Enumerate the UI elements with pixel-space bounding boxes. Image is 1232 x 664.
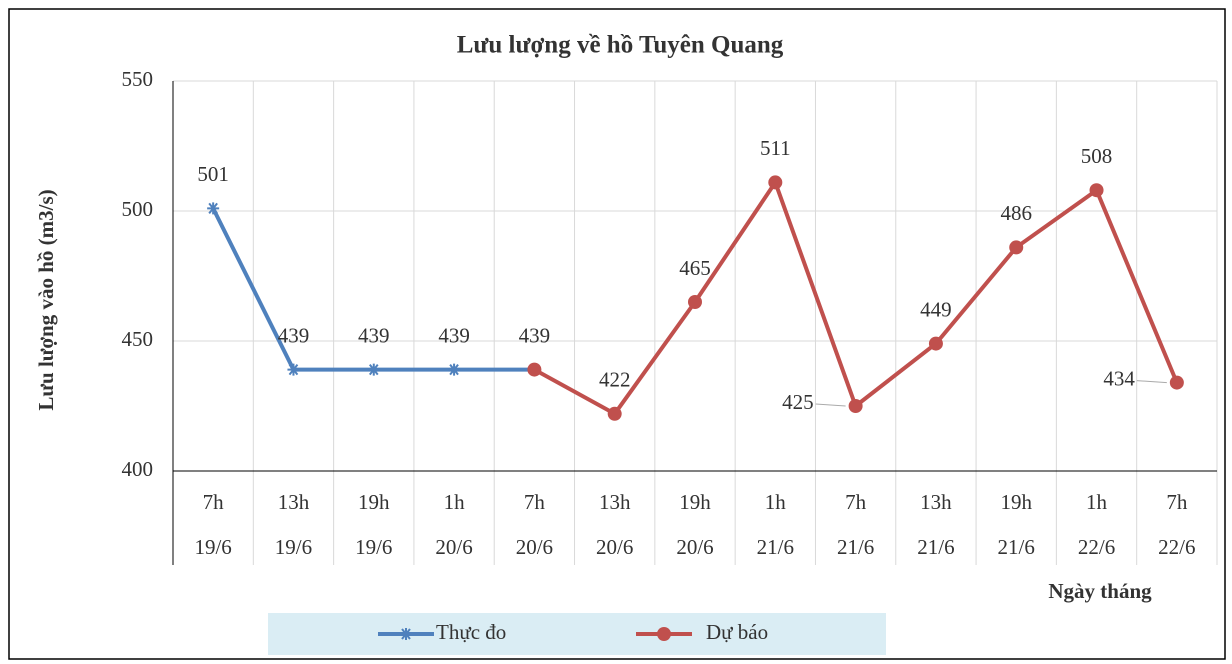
x-tick-label: 1h — [765, 490, 787, 514]
legend-box — [268, 613, 886, 655]
x-tick-label: 19/6 — [275, 535, 312, 559]
x-tick-label: 7h — [524, 490, 546, 514]
data-label: 511 — [760, 136, 791, 160]
data-label: 449 — [920, 297, 952, 321]
point — [287, 363, 300, 376]
x-tick-label: 22/6 — [1158, 535, 1195, 559]
x-tick-label: 21/6 — [757, 535, 794, 559]
y-tick-label: 550 — [122, 67, 154, 91]
data-label: 439 — [278, 323, 310, 347]
data-label: 508 — [1081, 144, 1113, 168]
x-tick-label: 20/6 — [676, 535, 713, 559]
data-label: 439 — [358, 323, 390, 347]
point — [448, 363, 461, 376]
legend-marker — [657, 627, 671, 641]
point — [527, 362, 542, 377]
point — [607, 406, 622, 421]
x-tick-label: 13h — [599, 490, 631, 514]
x-axis-label: Ngày tháng — [1048, 579, 1152, 603]
point — [1089, 183, 1104, 198]
x-tick-label: 13h — [278, 490, 310, 514]
point — [1009, 240, 1024, 255]
x-tick-label: 7h — [203, 490, 225, 514]
data-label: 434 — [1103, 366, 1135, 390]
leader-line — [815, 403, 846, 407]
x-tick-label: 21/6 — [998, 535, 1035, 559]
point — [848, 399, 863, 413]
point — [928, 336, 943, 351]
point — [688, 295, 702, 309]
x-tick-label: 20/6 — [596, 535, 633, 559]
x-tick-label: 19h — [1000, 490, 1032, 514]
data-label: 439 — [438, 323, 470, 347]
x-tick-label: 1h — [444, 490, 466, 514]
y-tick-label: 500 — [122, 197, 154, 221]
legend-label: Dự báo — [706, 620, 768, 644]
data-label: 501 — [197, 162, 229, 186]
x-tick-label: 19h — [679, 490, 711, 514]
point — [1169, 375, 1184, 390]
data-label: 439 — [519, 323, 551, 347]
data-label: 422 — [599, 368, 631, 392]
x-tick-label: 20/6 — [516, 535, 553, 559]
data-label: 465 — [679, 256, 711, 280]
legend-marker — [400, 628, 412, 640]
legend-label: Thực đo — [436, 620, 506, 644]
data-label: 486 — [1000, 201, 1032, 225]
point — [768, 175, 783, 190]
x-tick-label: 7h — [1166, 490, 1188, 514]
x-tick-label: 19/6 — [194, 535, 231, 559]
point — [367, 363, 380, 376]
leader-line — [1136, 380, 1167, 384]
y-tick-label: 400 — [122, 457, 154, 481]
point — [207, 202, 220, 215]
x-tick-label: 1h — [1086, 490, 1108, 514]
x-tick-label: 21/6 — [917, 535, 954, 559]
x-tick-label: 19h — [358, 490, 390, 514]
chart-title: Lưu lượng về hồ Tuyên Quang — [457, 32, 784, 59]
x-tick-label: 13h — [920, 490, 952, 514]
chart-border — [8, 8, 1226, 660]
x-tick-label: 21/6 — [837, 535, 874, 559]
x-tick-label: 22/6 — [1078, 535, 1115, 559]
y-tick-label: 450 — [122, 327, 154, 351]
x-tick-label: 19/6 — [355, 535, 392, 559]
data-label: 425 — [782, 390, 814, 414]
x-tick-label: 7h — [845, 490, 867, 514]
y-axis-label: Lưu lượng vào hồ (m3/s) — [34, 189, 58, 410]
x-tick-label: 20/6 — [435, 535, 472, 559]
